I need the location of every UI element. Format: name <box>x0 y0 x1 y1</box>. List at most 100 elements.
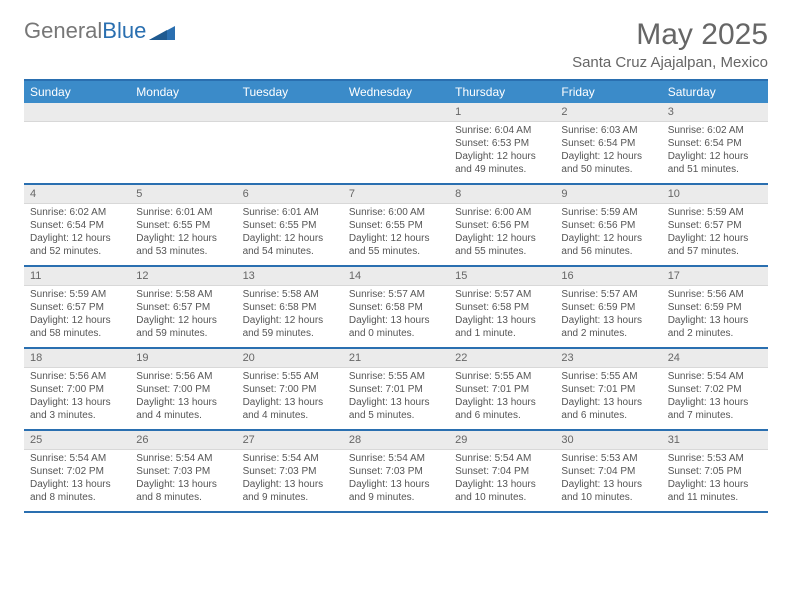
day-cell <box>237 103 343 183</box>
empty-daynum-band <box>237 103 343 122</box>
day-cell: 24Sunrise: 5:54 AMSunset: 7:02 PMDayligh… <box>662 349 768 429</box>
day-cell <box>130 103 236 183</box>
day-number: 14 <box>343 267 449 286</box>
day-cell: 2Sunrise: 6:03 AMSunset: 6:54 PMDaylight… <box>555 103 661 183</box>
day-info: Sunrise: 5:53 AMSunset: 7:05 PMDaylight:… <box>662 450 768 508</box>
day-header-row: SundayMondayTuesdayWednesdayThursdayFrid… <box>24 81 768 103</box>
day-info: Sunrise: 5:57 AMSunset: 6:58 PMDaylight:… <box>343 286 449 344</box>
day-cell: 11Sunrise: 5:59 AMSunset: 6:57 PMDayligh… <box>24 267 130 347</box>
day-cell: 6Sunrise: 6:01 AMSunset: 6:55 PMDaylight… <box>237 185 343 265</box>
week-row: 25Sunrise: 5:54 AMSunset: 7:02 PMDayligh… <box>24 431 768 513</box>
day-info: Sunrise: 5:54 AMSunset: 7:03 PMDaylight:… <box>130 450 236 508</box>
day-cell: 30Sunrise: 5:53 AMSunset: 7:04 PMDayligh… <box>555 431 661 511</box>
day-cell: 28Sunrise: 5:54 AMSunset: 7:03 PMDayligh… <box>343 431 449 511</box>
day-info: Sunrise: 6:03 AMSunset: 6:54 PMDaylight:… <box>555 122 661 180</box>
day-header-cell: Saturday <box>662 81 768 103</box>
day-number: 10 <box>662 185 768 204</box>
day-cell: 12Sunrise: 5:58 AMSunset: 6:57 PMDayligh… <box>130 267 236 347</box>
day-number: 12 <box>130 267 236 286</box>
day-number: 7 <box>343 185 449 204</box>
day-info: Sunrise: 6:04 AMSunset: 6:53 PMDaylight:… <box>449 122 555 180</box>
day-number: 27 <box>237 431 343 450</box>
day-cell: 26Sunrise: 5:54 AMSunset: 7:03 PMDayligh… <box>130 431 236 511</box>
day-info: Sunrise: 5:54 AMSunset: 7:03 PMDaylight:… <box>343 450 449 508</box>
brand-part1: General <box>24 18 102 44</box>
day-info: Sunrise: 5:59 AMSunset: 6:56 PMDaylight:… <box>555 204 661 262</box>
day-header-cell: Friday <box>555 81 661 103</box>
day-info: Sunrise: 6:00 AMSunset: 6:55 PMDaylight:… <box>343 204 449 262</box>
day-info: Sunrise: 6:02 AMSunset: 6:54 PMDaylight:… <box>24 204 130 262</box>
day-cell: 18Sunrise: 5:56 AMSunset: 7:00 PMDayligh… <box>24 349 130 429</box>
day-number: 22 <box>449 349 555 368</box>
day-number: 11 <box>24 267 130 286</box>
day-header-cell: Tuesday <box>237 81 343 103</box>
day-number: 16 <box>555 267 661 286</box>
title-block: May 2025 Santa Cruz Ajajalpan, Mexico <box>572 18 768 71</box>
day-cell: 21Sunrise: 5:55 AMSunset: 7:01 PMDayligh… <box>343 349 449 429</box>
day-header-cell: Sunday <box>24 81 130 103</box>
empty-daynum-band <box>343 103 449 122</box>
week-row: 11Sunrise: 5:59 AMSunset: 6:57 PMDayligh… <box>24 267 768 349</box>
day-cell: 14Sunrise: 5:57 AMSunset: 6:58 PMDayligh… <box>343 267 449 347</box>
day-cell: 3Sunrise: 6:02 AMSunset: 6:54 PMDaylight… <box>662 103 768 183</box>
day-info: Sunrise: 5:53 AMSunset: 7:04 PMDaylight:… <box>555 450 661 508</box>
day-info: Sunrise: 5:57 AMSunset: 6:59 PMDaylight:… <box>555 286 661 344</box>
day-number: 19 <box>130 349 236 368</box>
day-number: 30 <box>555 431 661 450</box>
day-info: Sunrise: 5:57 AMSunset: 6:58 PMDaylight:… <box>449 286 555 344</box>
day-cell: 20Sunrise: 5:55 AMSunset: 7:00 PMDayligh… <box>237 349 343 429</box>
day-number: 24 <box>662 349 768 368</box>
weeks-container: 1Sunrise: 6:04 AMSunset: 6:53 PMDaylight… <box>24 103 768 513</box>
empty-daynum-band <box>24 103 130 122</box>
day-number: 4 <box>24 185 130 204</box>
day-number: 2 <box>555 103 661 122</box>
day-number: 6 <box>237 185 343 204</box>
day-info: Sunrise: 6:01 AMSunset: 6:55 PMDaylight:… <box>130 204 236 262</box>
day-info: Sunrise: 5:54 AMSunset: 7:02 PMDaylight:… <box>662 368 768 426</box>
month-title: May 2025 <box>572 18 768 52</box>
page-header: GeneralBlue May 2025 Santa Cruz Ajajalpa… <box>24 18 768 71</box>
day-info: Sunrise: 5:59 AMSunset: 6:57 PMDaylight:… <box>662 204 768 262</box>
brand-triangle-icon <box>149 22 175 40</box>
day-cell: 25Sunrise: 5:54 AMSunset: 7:02 PMDayligh… <box>24 431 130 511</box>
day-cell: 15Sunrise: 5:57 AMSunset: 6:58 PMDayligh… <box>449 267 555 347</box>
week-row: 18Sunrise: 5:56 AMSunset: 7:00 PMDayligh… <box>24 349 768 431</box>
day-info: Sunrise: 5:56 AMSunset: 6:59 PMDaylight:… <box>662 286 768 344</box>
day-cell: 5Sunrise: 6:01 AMSunset: 6:55 PMDaylight… <box>130 185 236 265</box>
empty-daynum-band <box>130 103 236 122</box>
day-info: Sunrise: 6:02 AMSunset: 6:54 PMDaylight:… <box>662 122 768 180</box>
day-number: 9 <box>555 185 661 204</box>
day-info: Sunrise: 5:58 AMSunset: 6:57 PMDaylight:… <box>130 286 236 344</box>
day-cell: 7Sunrise: 6:00 AMSunset: 6:55 PMDaylight… <box>343 185 449 265</box>
day-cell: 4Sunrise: 6:02 AMSunset: 6:54 PMDaylight… <box>24 185 130 265</box>
day-cell: 19Sunrise: 5:56 AMSunset: 7:00 PMDayligh… <box>130 349 236 429</box>
day-cell: 29Sunrise: 5:54 AMSunset: 7:04 PMDayligh… <box>449 431 555 511</box>
day-cell: 31Sunrise: 5:53 AMSunset: 7:05 PMDayligh… <box>662 431 768 511</box>
day-info: Sunrise: 5:55 AMSunset: 7:01 PMDaylight:… <box>343 368 449 426</box>
day-cell <box>343 103 449 183</box>
day-info: Sunrise: 5:54 AMSunset: 7:04 PMDaylight:… <box>449 450 555 508</box>
day-number: 13 <box>237 267 343 286</box>
day-info: Sunrise: 5:54 AMSunset: 7:03 PMDaylight:… <box>237 450 343 508</box>
day-number: 28 <box>343 431 449 450</box>
day-info: Sunrise: 5:56 AMSunset: 7:00 PMDaylight:… <box>24 368 130 426</box>
day-cell: 17Sunrise: 5:56 AMSunset: 6:59 PMDayligh… <box>662 267 768 347</box>
brand-part2: Blue <box>102 18 146 44</box>
day-number: 17 <box>662 267 768 286</box>
day-cell: 13Sunrise: 5:58 AMSunset: 6:58 PMDayligh… <box>237 267 343 347</box>
day-header-cell: Thursday <box>449 81 555 103</box>
day-number: 3 <box>662 103 768 122</box>
day-info: Sunrise: 5:59 AMSunset: 6:57 PMDaylight:… <box>24 286 130 344</box>
day-info: Sunrise: 6:01 AMSunset: 6:55 PMDaylight:… <box>237 204 343 262</box>
day-info: Sunrise: 5:55 AMSunset: 7:01 PMDaylight:… <box>449 368 555 426</box>
day-header-cell: Monday <box>130 81 236 103</box>
day-cell: 10Sunrise: 5:59 AMSunset: 6:57 PMDayligh… <box>662 185 768 265</box>
day-info: Sunrise: 6:00 AMSunset: 6:56 PMDaylight:… <box>449 204 555 262</box>
day-info: Sunrise: 5:58 AMSunset: 6:58 PMDaylight:… <box>237 286 343 344</box>
day-number: 25 <box>24 431 130 450</box>
week-row: 4Sunrise: 6:02 AMSunset: 6:54 PMDaylight… <box>24 185 768 267</box>
day-cell: 27Sunrise: 5:54 AMSunset: 7:03 PMDayligh… <box>237 431 343 511</box>
day-number: 29 <box>449 431 555 450</box>
day-number: 21 <box>343 349 449 368</box>
day-number: 26 <box>130 431 236 450</box>
